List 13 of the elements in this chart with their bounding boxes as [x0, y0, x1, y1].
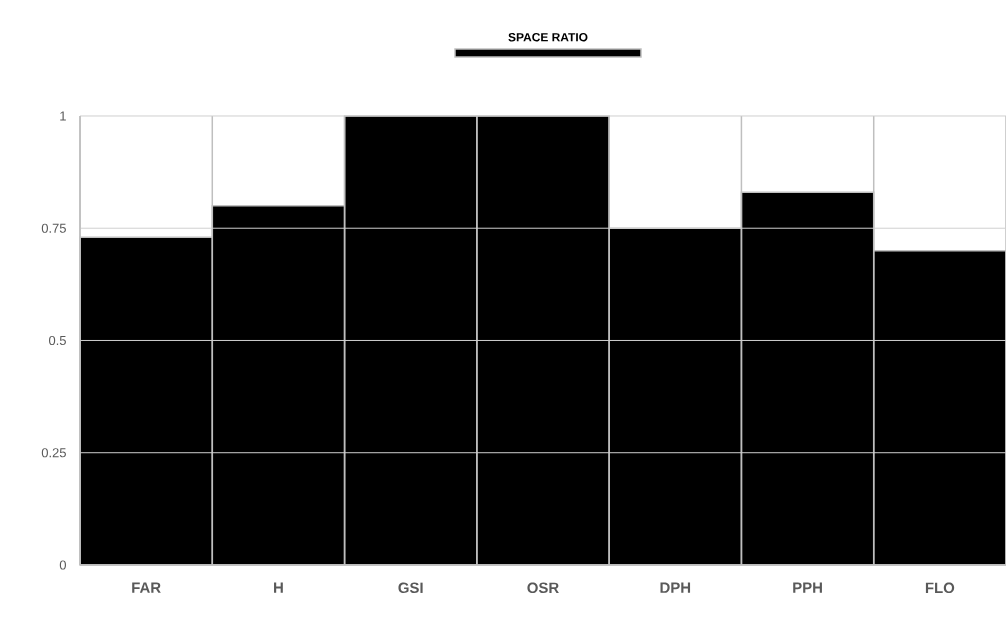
x-tick-label: DPH	[660, 582, 691, 593]
y-tick-label: 0.25	[41, 448, 66, 458]
text: SPACE RATIO	[508, 33, 588, 42]
x-tick-label: GSI	[398, 582, 423, 594]
x-tick-label: H	[274, 582, 283, 593]
y-tick-label: 0.75	[41, 223, 66, 233]
x-tick-label: FAR	[132, 582, 161, 593]
x-tick-label: PPH	[793, 582, 822, 593]
y-tick-label: 0.5	[48, 335, 66, 346]
y-tick-label: 0	[59, 560, 66, 570]
x-tick-label: FLO	[925, 582, 955, 594]
y-tick-label: 1	[60, 111, 66, 121]
x-tick-label: OSR	[527, 582, 559, 594]
